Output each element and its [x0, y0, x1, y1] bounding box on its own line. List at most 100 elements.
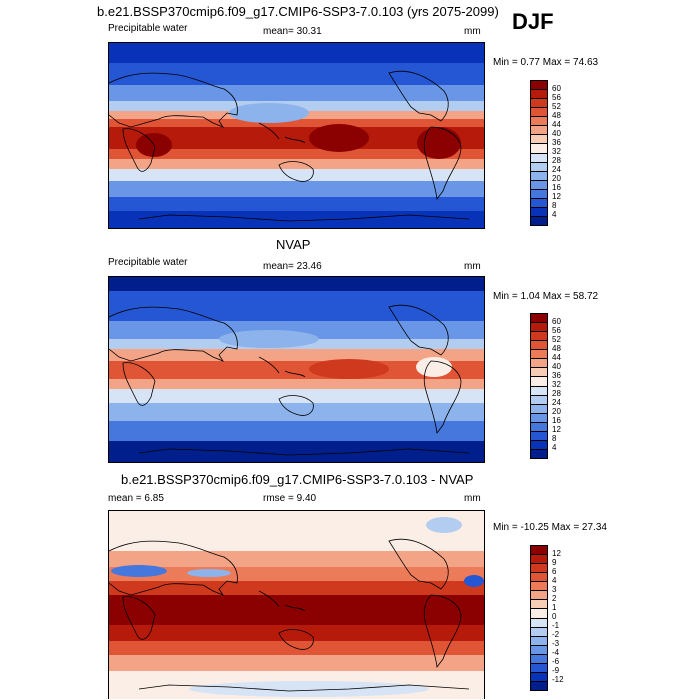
colorbar-swatch	[531, 144, 547, 154]
panel1-title: b.e21.BSSP370cmip6.f09_g17.CMIP6-SSP3-7.…	[97, 4, 499, 19]
colorbar-swatch	[531, 323, 547, 333]
panel3-minmax: Min = -10.25 Max = 27.34	[493, 522, 607, 533]
colorbar-tick-label: 40	[552, 129, 561, 138]
panel1-colorbar	[530, 80, 548, 226]
colorbar-swatch	[531, 636, 547, 646]
colorbar-tick-label: 60	[552, 317, 561, 326]
colorbar-tick-label: 24	[552, 398, 561, 407]
colorbar-swatch	[531, 81, 547, 91]
colorbar-tick-label: 0	[552, 612, 557, 621]
colorbar-swatch	[531, 377, 547, 387]
colorbar-tick-label: 32	[552, 147, 561, 156]
colorbar-swatch	[531, 413, 547, 423]
colorbar-swatch	[531, 171, 547, 181]
colorbar-swatch	[531, 591, 547, 601]
colorbar-tick-label: 48	[552, 344, 561, 353]
colorbar-swatch	[531, 422, 547, 432]
panel1-variable: Precipitable water	[108, 23, 188, 34]
colorbar-tick-label: -4	[552, 648, 560, 657]
colorbar-swatch	[531, 654, 547, 664]
colorbar-tick-label: 28	[552, 389, 561, 398]
colorbar-tick-label: 52	[552, 335, 561, 344]
colorbar-swatch	[531, 216, 547, 225]
colorbar-swatch	[531, 153, 547, 163]
panel1-minmax: Min = 0.77 Max = 74.63	[493, 57, 599, 68]
colorbar-swatch	[531, 564, 547, 574]
colorbar-tick-label: 2	[552, 594, 557, 603]
colorbar-tick-label: 52	[552, 102, 561, 111]
panel3-map	[108, 510, 485, 699]
colorbar-swatch	[531, 431, 547, 441]
colorbar-tick-label: 36	[552, 371, 561, 380]
colorbar-swatch	[531, 350, 547, 360]
panel2-variable: Precipitable water	[108, 257, 188, 268]
colorbar-swatch	[531, 198, 547, 208]
model-precipitable-water-map	[109, 43, 484, 228]
colorbar-tick-label: -6	[552, 657, 560, 666]
colorbar-tick-label: -1	[552, 621, 560, 630]
colorbar-tick-label: 6	[552, 567, 557, 576]
colorbar-swatch	[531, 582, 547, 592]
panel2-colorbar	[530, 313, 548, 459]
colorbar-tick-label: 56	[552, 326, 561, 335]
colorbar-tick-label: 8	[552, 201, 557, 210]
colorbar-swatch	[531, 162, 547, 172]
panel2-map	[108, 276, 485, 463]
colorbar-tick-label: 56	[552, 93, 561, 102]
colorbar-tick-label: 3	[552, 585, 557, 594]
colorbar-tick-label: 48	[552, 111, 561, 120]
colorbar-tick-label: 20	[552, 407, 561, 416]
colorbar-tick-label: -12	[552, 675, 564, 684]
colorbar-swatch	[531, 627, 547, 637]
panel3-rmse: rmse = 9.40	[263, 493, 317, 504]
colorbar-swatch	[531, 663, 547, 673]
colorbar-swatch	[531, 368, 547, 378]
colorbar-tick-label: 12	[552, 425, 561, 434]
colorbar-tick-label: 24	[552, 165, 561, 174]
colorbar-tick-label: 12	[552, 549, 561, 558]
colorbar-swatch	[531, 117, 547, 127]
colorbar-swatch	[531, 440, 547, 450]
colorbar-swatch	[531, 573, 547, 583]
colorbar-swatch	[531, 341, 547, 351]
panel1-units: mm	[464, 26, 481, 37]
colorbar-swatch	[531, 600, 547, 610]
colorbar-tick-label: -9	[552, 666, 560, 675]
colorbar-swatch	[531, 90, 547, 100]
colorbar-swatch	[531, 546, 547, 556]
colorbar-swatch	[531, 672, 547, 682]
colorbar-swatch	[531, 332, 547, 342]
colorbar-swatch	[531, 180, 547, 190]
panel1-mean: mean= 30.31	[263, 26, 322, 37]
colorbar-swatch	[531, 386, 547, 396]
colorbar-swatch	[531, 189, 547, 199]
colorbar-tick-label: 60	[552, 84, 561, 93]
colorbar-tick-label: 20	[552, 174, 561, 183]
colorbar-swatch	[531, 404, 547, 414]
colorbar-tick-label: 9	[552, 558, 557, 567]
colorbar-swatch	[531, 555, 547, 565]
colorbar-tick-label: -2	[552, 630, 560, 639]
colorbar-swatch	[531, 108, 547, 118]
colorbar-tick-label: 44	[552, 120, 561, 129]
colorbar-swatch	[531, 395, 547, 405]
panel2-mean: mean= 23.46	[263, 261, 322, 272]
colorbar-swatch	[531, 645, 547, 655]
colorbar-swatch	[531, 135, 547, 145]
panel2-units: mm	[464, 261, 481, 272]
colorbar-tick-label: 44	[552, 353, 561, 362]
colorbar-tick-label: 12	[552, 192, 561, 201]
colorbar-swatch	[531, 359, 547, 369]
colorbar-swatch	[531, 99, 547, 109]
colorbar-tick-label: 4	[552, 443, 557, 452]
colorbar-tick-label: 36	[552, 138, 561, 147]
colorbar-tick-label: 32	[552, 380, 561, 389]
colorbar-tick-label: 4	[552, 210, 557, 219]
nvap-precipitable-water-map	[109, 277, 484, 462]
colorbar-tick-label: 4	[552, 576, 557, 585]
colorbar-tick-label: -3	[552, 639, 560, 648]
colorbar-swatch	[531, 618, 547, 628]
panel3-units: mm	[464, 493, 481, 504]
panel2-title: NVAP	[276, 237, 311, 252]
panel3-title: b.e21.BSSP370cmip6.f09_g17.CMIP6-SSP3-7.…	[121, 472, 474, 487]
